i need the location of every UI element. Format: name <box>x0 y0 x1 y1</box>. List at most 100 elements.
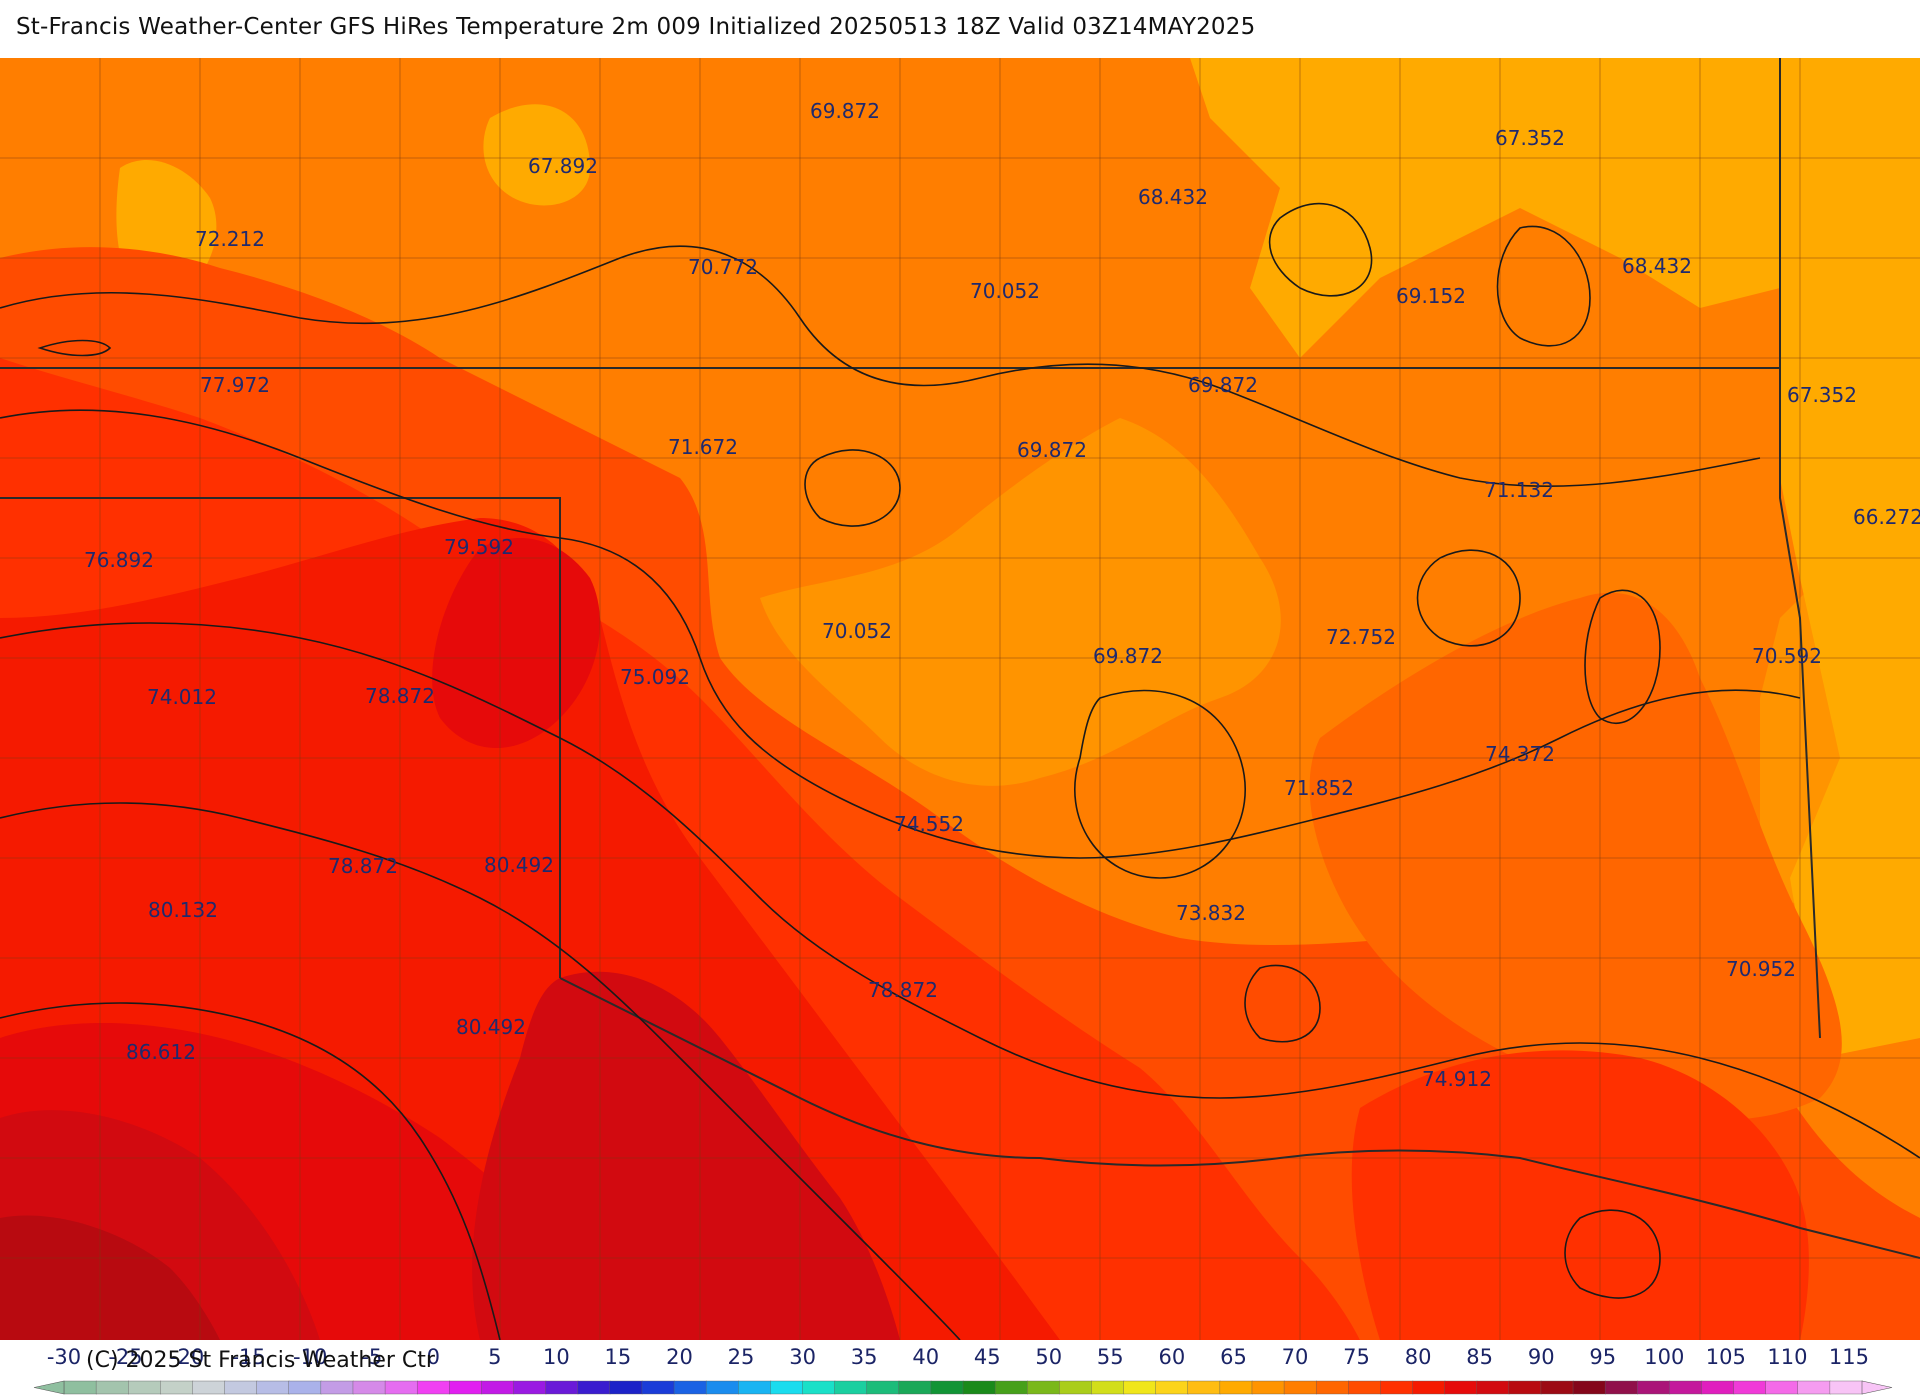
temperature-label: 86.612 <box>126 1040 196 1064</box>
isotherm-contours <box>0 202 1920 1340</box>
legend-tick-label: 110 <box>1767 1345 1807 1369</box>
legend-swatch <box>1412 1380 1446 1395</box>
legend-tick-label: 30 <box>789 1345 816 1369</box>
legend-swatch <box>898 1380 932 1395</box>
legend-tick-label: -25 <box>108 1345 142 1369</box>
temperature-label: 70.592 <box>1752 644 1822 668</box>
legend-swatch <box>352 1380 386 1395</box>
legend-tick-label: -20 <box>170 1345 204 1369</box>
legend-swatch <box>224 1380 258 1395</box>
temperature-label: 74.372 <box>1485 742 1555 766</box>
legend-swatch <box>930 1380 964 1395</box>
legend-swatch <box>416 1380 451 1395</box>
warm-zone-east <box>1309 592 1842 1120</box>
temperature-label: 80.492 <box>484 853 554 877</box>
legend-swatch <box>1829 1380 1863 1395</box>
temperature-label: 71.672 <box>668 435 738 459</box>
temperature-label: 69.152 <box>1396 284 1466 308</box>
legend-min-arrow <box>33 1380 65 1395</box>
legend-tick-label: 0 <box>427 1345 440 1369</box>
temperature-label: 80.132 <box>148 898 218 922</box>
temperature-label: 75.092 <box>620 665 690 689</box>
legend-swatch <box>962 1380 996 1395</box>
legend-tick-label: 85 <box>1466 1345 1493 1369</box>
legend-tick-label: 15 <box>605 1345 632 1369</box>
temperature-label: 71.852 <box>1284 776 1354 800</box>
legend-swatch <box>192 1380 226 1395</box>
legend-swatch <box>513 1380 547 1395</box>
legend-tick-label: 65 <box>1220 1345 1247 1369</box>
temperature-label: 70.052 <box>822 619 892 643</box>
legend-swatch <box>1155 1380 1189 1395</box>
legend-swatch <box>545 1380 579 1395</box>
legend-swatch <box>994 1380 1029 1395</box>
temperature-label: 79.592 <box>444 535 514 559</box>
legend-swatch <box>1059 1380 1093 1395</box>
temperature-label: 69.872 <box>810 99 880 123</box>
legend-swatch <box>577 1380 611 1395</box>
temperature-label: 78.872 <box>328 854 398 878</box>
legend-swatch <box>1027 1380 1061 1395</box>
legend-swatch <box>1219 1380 1253 1395</box>
state-borders <box>0 58 1920 1259</box>
legend-swatch <box>1765 1380 1799 1395</box>
legend-swatch <box>1669 1380 1703 1395</box>
legend-tick-label: 50 <box>1035 1345 1062 1369</box>
cool-zone-north-patch <box>483 104 590 206</box>
legend-tick-label: -30 <box>47 1345 81 1369</box>
map-title: St-Francis Weather-Center GFS HiRes Temp… <box>16 14 1256 40</box>
legend-tick-label: 35 <box>851 1345 878 1369</box>
legend-swatch <box>1508 1380 1542 1395</box>
legend-tick-label: 95 <box>1589 1345 1616 1369</box>
temperature-label: 68.432 <box>1622 254 1692 278</box>
temperature-label: 70.952 <box>1726 957 1796 981</box>
legend-tick-label: 105 <box>1706 1345 1746 1369</box>
legend-swatch <box>770 1380 804 1395</box>
extreme-heat-zone <box>432 538 600 748</box>
temperature-label: 66.272 <box>1853 505 1920 529</box>
legend-swatch <box>1348 1380 1382 1395</box>
extreme-heat-mid <box>472 971 900 1340</box>
legend-swatch <box>95 1380 130 1395</box>
legend-swatch <box>288 1380 322 1395</box>
legend-swatch <box>1572 1380 1606 1395</box>
county-borders <box>0 58 1920 1340</box>
legend-tick-label: 45 <box>974 1345 1001 1369</box>
legend-swatch <box>128 1380 162 1395</box>
legend-swatch <box>1540 1380 1574 1395</box>
temperature-label: 80.492 <box>456 1015 526 1039</box>
legend-swatch <box>641 1380 675 1395</box>
legend-swatch <box>1123 1380 1157 1395</box>
legend-swatch <box>1476 1380 1510 1395</box>
legend-swatch <box>160 1380 194 1395</box>
legend-tick-label: 75 <box>1343 1345 1370 1369</box>
legend-swatch <box>802 1380 836 1395</box>
hot-zone-se <box>1351 1050 1809 1340</box>
legend-tick-label: 115 <box>1829 1345 1869 1369</box>
legend-swatch <box>705 1380 740 1395</box>
temperature-label: 78.872 <box>868 978 938 1002</box>
legend-swatch <box>63 1380 97 1395</box>
legend-swatch <box>609 1380 643 1395</box>
temperature-label: 69.872 <box>1093 644 1163 668</box>
cool-zone-ne <box>1190 58 1780 358</box>
temperature-labels: 69.872 67.892 67.352 68.432 72.212 70.77… <box>84 99 1920 1091</box>
legend-tick-label: 100 <box>1644 1345 1684 1369</box>
legend-swatch <box>834 1380 868 1395</box>
legend-tick-label: 60 <box>1159 1345 1186 1369</box>
legend-tick-label: 55 <box>1097 1345 1124 1369</box>
temperature-label: 76.892 <box>84 548 154 572</box>
legend-swatch <box>1797 1380 1831 1395</box>
legend-max-arrow <box>1861 1380 1893 1395</box>
temperature-label: 72.752 <box>1326 625 1396 649</box>
temperature-label: 69.872 <box>1017 438 1087 462</box>
legend-swatch <box>1315 1380 1350 1395</box>
temperature-label: 70.772 <box>688 255 758 279</box>
legend-tick-label: -5 <box>361 1345 382 1369</box>
temperature-label: 74.012 <box>147 685 217 709</box>
temperature-label: 73.832 <box>1176 901 1246 925</box>
legend-tick-label: -15 <box>231 1345 265 1369</box>
legend-tick-label: 20 <box>666 1345 693 1369</box>
temperature-label: 67.892 <box>528 154 598 178</box>
temperature-label: 72.212 <box>195 227 265 251</box>
